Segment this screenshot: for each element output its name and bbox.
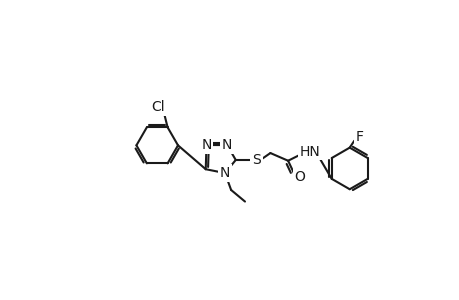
Text: O: O (294, 170, 304, 184)
Text: S: S (252, 153, 260, 167)
Text: N: N (219, 166, 230, 180)
Text: F: F (355, 130, 363, 144)
Text: N: N (222, 138, 232, 152)
Text: HN: HN (299, 145, 319, 158)
Text: N: N (201, 138, 211, 152)
Text: Cl: Cl (151, 100, 164, 114)
